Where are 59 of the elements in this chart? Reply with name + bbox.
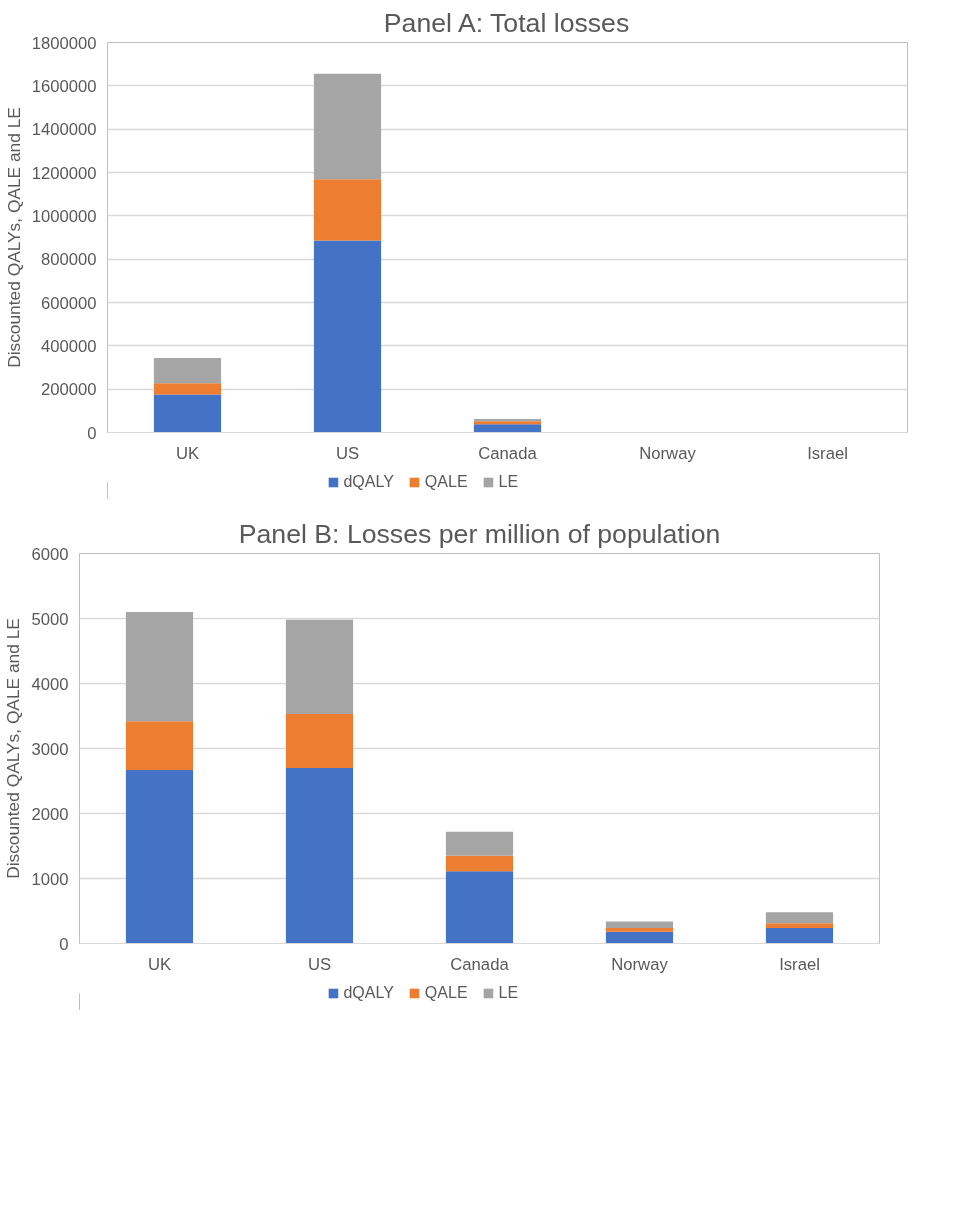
- chart-title: Panel B: Losses per million of population: [238, 518, 721, 549]
- bar: [765, 927, 834, 944]
- y-tick-label: 1000: [31, 869, 69, 889]
- bar: [125, 769, 194, 944]
- bar: [125, 721, 194, 770]
- bar: [605, 921, 674, 928]
- x-tick-label: UK: [147, 954, 172, 974]
- y-tick-label: 0: [87, 423, 97, 443]
- y-tick-label: 3000: [31, 739, 69, 759]
- bar: [285, 619, 354, 715]
- bar: [153, 394, 222, 433]
- bar: [313, 240, 382, 433]
- bar: [765, 912, 834, 924]
- x-tick-label: Israel: [807, 443, 848, 463]
- y-tick-label: 1000000: [31, 206, 97, 226]
- bar: [445, 871, 514, 944]
- y-tick-label: 400000: [40, 336, 97, 356]
- y-tick-label: 600000: [40, 293, 97, 313]
- y-tick-label: 2000: [31, 804, 69, 824]
- bar: [445, 831, 514, 856]
- bar: [765, 923, 834, 928]
- x-tick-label: Norway: [611, 954, 669, 974]
- bar: [153, 383, 222, 395]
- chart-title: Panel A: Total losses: [383, 7, 630, 38]
- bar: [605, 931, 674, 944]
- y-tick-label: 5000: [31, 609, 69, 629]
- bar: [313, 179, 382, 241]
- legend-label: LE: [498, 984, 519, 1002]
- bar: [445, 855, 514, 872]
- legend-label: QALE: [424, 473, 468, 491]
- x-tick-label: US: [335, 443, 360, 463]
- y-tick-label: 1600000: [31, 76, 97, 96]
- bar: [473, 424, 542, 433]
- legend-label: dQALY: [343, 473, 394, 491]
- legend-label: dQALY: [343, 984, 394, 1002]
- y-axis-title: Discounted QALYs, QALE and LE: [3, 618, 24, 879]
- bar: [313, 73, 382, 180]
- y-tick-label: 1800000: [31, 33, 97, 53]
- y-tick-label: 200000: [40, 380, 97, 400]
- bar: [285, 768, 354, 944]
- bar: [285, 714, 354, 768]
- legend-label: LE: [498, 473, 519, 491]
- y-tick-label: 0: [59, 934, 69, 954]
- bar: [125, 612, 194, 722]
- x-tick-label: Canada: [478, 443, 538, 463]
- y-tick-label: 1200000: [31, 163, 97, 183]
- bar: [605, 927, 674, 932]
- x-tick-label: UK: [175, 443, 200, 463]
- y-tick-label: 6000: [31, 544, 69, 564]
- x-tick-label: Norway: [639, 443, 697, 463]
- legend-label: QALE: [424, 984, 468, 1002]
- x-tick-label: US: [307, 954, 332, 974]
- x-tick-label: Israel: [779, 954, 820, 974]
- y-tick-label: 1400000: [31, 120, 97, 140]
- y-tick-label: 800000: [40, 250, 97, 270]
- y-axis-title: Discounted QALYs, QALE and LE: [3, 107, 24, 368]
- bar: [153, 357, 222, 384]
- x-tick-label: Canada: [450, 954, 510, 974]
- y-tick-label: 4000: [31, 674, 69, 694]
